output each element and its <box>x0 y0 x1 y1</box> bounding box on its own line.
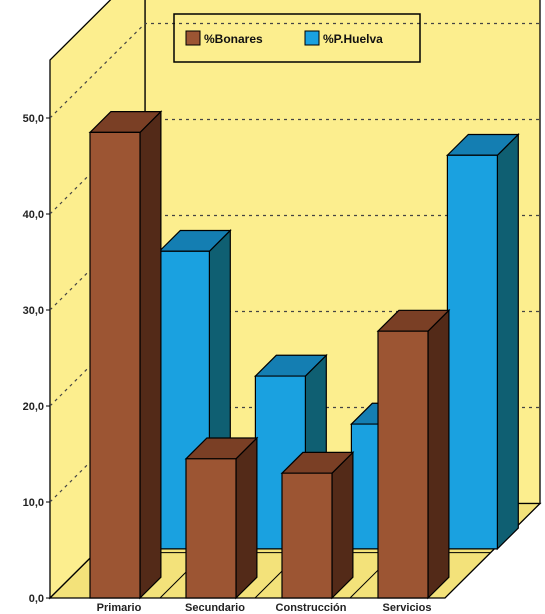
y-axis-ticks: 0,0 10,0 20,0 30,0 40,0 50,0 <box>23 113 50 605</box>
bar-bonares-side <box>331 450 354 600</box>
legend-box <box>173 13 421 63</box>
y-tick-label: 30,0 <box>23 305 44 317</box>
bar-huelva-side <box>496 133 519 551</box>
bar-bonares-side <box>427 308 450 600</box>
bar-bonares-front <box>185 458 237 599</box>
y-tick-label: 0,0 <box>29 593 44 605</box>
y-tick-label: 50,0 <box>23 113 44 125</box>
x-tick-label: Primario <box>97 602 142 614</box>
x-tick-label: Construcción <box>276 602 347 614</box>
bar-bonares <box>280 450 355 600</box>
y-tick-label: 40,0 <box>23 209 44 221</box>
x-axis-ticks: Primario Secundario Construcción Servicios <box>97 602 432 614</box>
bar-bonares <box>88 110 163 600</box>
gridline <box>49 22 540 119</box>
x-tick-label: Servicios <box>383 602 432 614</box>
bar-bonares-front <box>281 472 333 599</box>
y-tick-label: 10,0 <box>23 497 44 509</box>
y-tick-label: 20,0 <box>23 401 44 413</box>
series-front-bars <box>88 110 451 600</box>
legend-swatch-huelva <box>304 30 320 46</box>
bar-bonares-front <box>89 131 141 599</box>
bar-bonares-front <box>377 330 429 599</box>
legend-label-huelva: %P.Huelva <box>323 32 383 46</box>
bar-bonares <box>376 308 451 600</box>
legend: %Bonares %P.Huelva <box>173 13 421 63</box>
legend-label-bonares: %Bonares <box>204 32 263 46</box>
bar-bonares <box>184 436 259 600</box>
bar-huelva <box>445 133 520 551</box>
bar-bonares-side <box>235 436 258 600</box>
bar-huelva-front <box>446 154 498 550</box>
bar-bonares-side <box>139 110 162 600</box>
legend-swatch-bonares <box>185 30 201 46</box>
x-tick-label: Secundario <box>185 602 245 614</box>
